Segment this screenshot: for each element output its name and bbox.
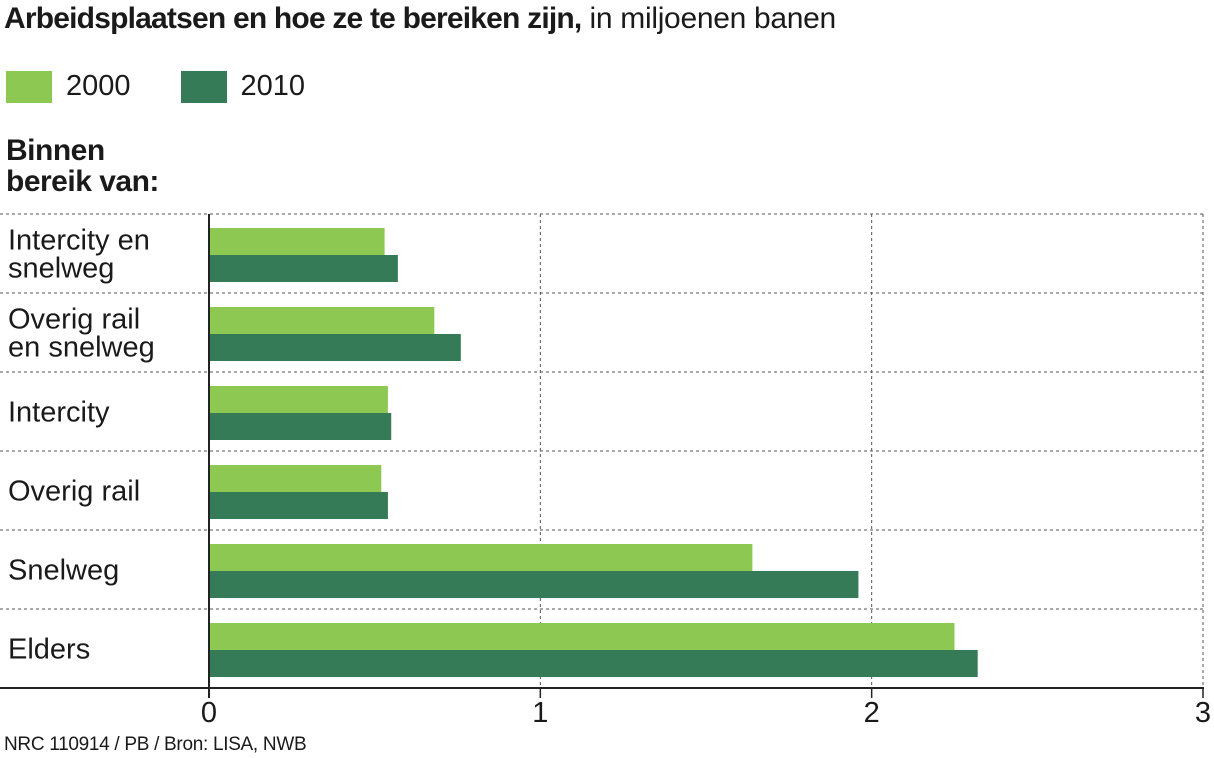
source-credit: NRC 110914 / PB / Bron: LISA, NWB — [4, 734, 307, 755]
bar-2000 — [210, 228, 385, 255]
legend-label-2010: 2010 — [240, 70, 306, 102]
category-axis-heading: Binnen bereik van: — [6, 135, 159, 197]
legend: 2000 2010 — [6, 70, 355, 103]
bar-2010 — [210, 334, 461, 361]
legend-label-2000: 2000 — [66, 70, 131, 102]
legend-swatch-2000 — [6, 70, 52, 103]
category-label: Intercity — [8, 397, 110, 429]
x-tick-label: 3 — [1195, 697, 1211, 729]
bar-2000 — [210, 623, 955, 650]
category-label: Overig rail — [8, 476, 140, 508]
category-axis-heading-line-2: bereik van: — [6, 165, 159, 198]
category-label: Elders — [8, 634, 90, 666]
category-label: Intercity en — [8, 225, 150, 257]
x-tick-label: 2 — [864, 697, 880, 729]
chart-title-unit: in miljoenen banen — [581, 2, 836, 35]
bar-2000 — [210, 386, 388, 413]
chart-title: Arbeidsplaatsen en hoe ze te bereiken zi… — [4, 2, 836, 36]
chart-title-main: Arbeidsplaatsen en hoe ze te bereiken zi… — [4, 2, 582, 35]
category-label: snelweg — [8, 253, 114, 285]
category-axis-heading-line-1: Binnen — [6, 134, 105, 167]
bar-2000 — [210, 307, 435, 334]
legend-swatch-2010 — [180, 70, 227, 103]
bar-2010 — [210, 492, 388, 519]
x-tick-label: 1 — [532, 697, 548, 729]
category-label: Snelweg — [8, 555, 119, 587]
bar-2010 — [210, 571, 859, 598]
bar-2010 — [210, 413, 392, 440]
x-tick-label: 0 — [201, 697, 217, 729]
bar-2010 — [210, 650, 978, 677]
bar-2000 — [210, 465, 382, 492]
legend-item-2000: 2000 — [6, 70, 131, 103]
category-label: en snelweg — [8, 332, 155, 364]
category-label: Overig rail — [8, 304, 140, 336]
bar-2010 — [210, 255, 398, 282]
legend-item-2010: 2010 — [180, 70, 306, 103]
bar-2000 — [210, 544, 753, 571]
